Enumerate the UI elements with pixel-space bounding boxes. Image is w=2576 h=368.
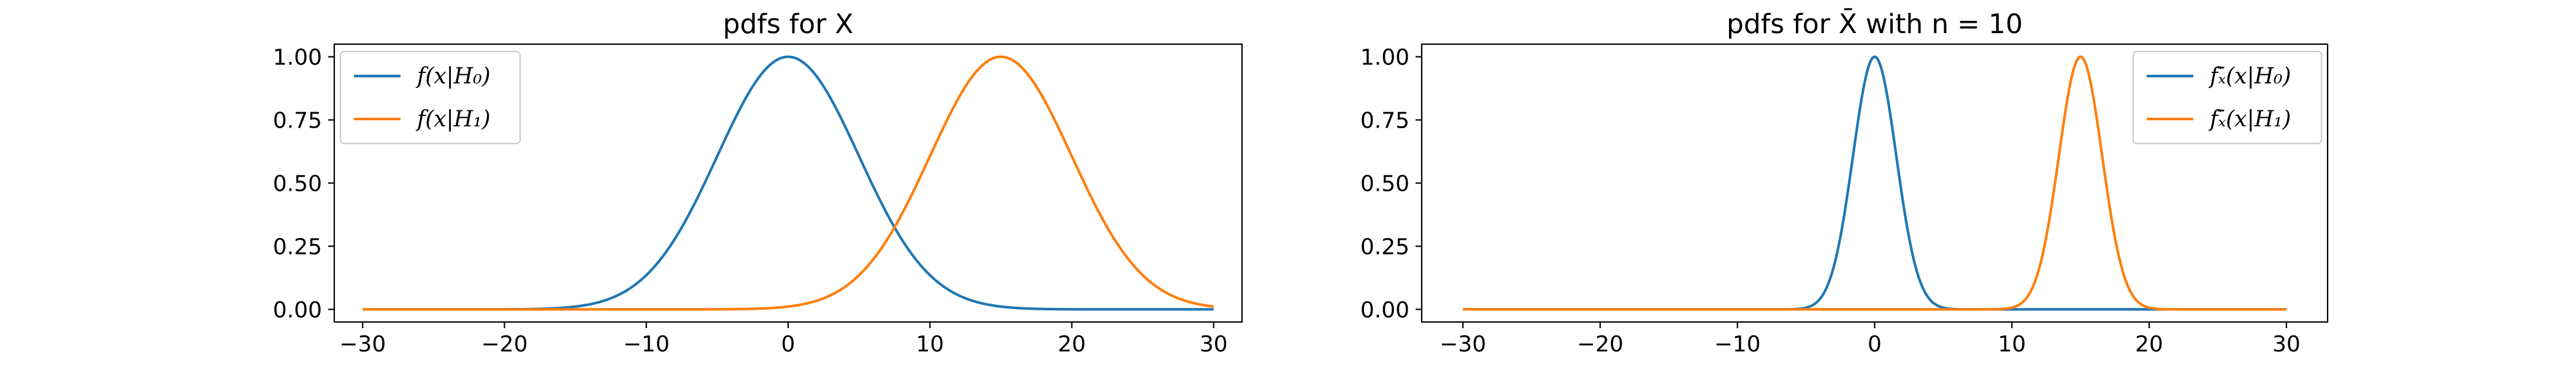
- legend-label: f(x|H₀): [415, 64, 491, 89]
- y-tick-label: 0.25: [273, 234, 322, 259]
- series-line-1: [1462, 55, 2288, 311]
- legend: f(x|H₀) f(x|H₁): [339, 50, 521, 145]
- chart-title: pdfs for X̄ with n = 10: [1727, 7, 2023, 40]
- x-tick-label: −20: [1577, 332, 1623, 357]
- y-tick-label: 0.25: [1360, 234, 1409, 259]
- legend-box: [2132, 50, 2323, 145]
- x-tick-label: 10: [1998, 332, 2026, 357]
- x-tick-label: 20: [1058, 332, 1086, 357]
- x-tick-label: 20: [2135, 332, 2163, 357]
- y-tick-label: 0.00: [1360, 297, 1409, 323]
- x-tick-label: −20: [481, 332, 528, 357]
- y-tick-label: 0.50: [273, 172, 322, 197]
- y-tick-label: 0.75: [273, 109, 322, 134]
- x-tick-label: 0: [781, 332, 795, 357]
- y-tick-label: 0.50: [1360, 172, 1409, 197]
- y-tick-label: 1.00: [1360, 45, 1409, 71]
- y-tick-label: 0.75: [1360, 109, 1409, 134]
- x-tick-label: −10: [623, 332, 670, 357]
- x-tick-label: 30: [2272, 332, 2301, 357]
- x-tick-label: 30: [1200, 332, 1228, 357]
- legend-label: fₓ̄(x|H₀): [2208, 64, 2291, 89]
- chart-title: pdfs for X: [723, 9, 854, 40]
- chart-panel-0: −30 −20 −10 0 10 20 30 0.00 0.25 0.50 0.75 1.00 pdfs…: [273, 9, 1243, 357]
- legend: fₓ̄(x|H₀) fₓ̄(x|H₁): [2132, 50, 2323, 145]
- chart-panel-1: −30 −20 −10 0 10 20 30 0.00 0.25 0.50 0.75 1.00 pdfs…: [1360, 7, 2329, 357]
- x-tick-label: 0: [1868, 332, 1882, 357]
- x-tick-label: −30: [1439, 332, 1486, 357]
- legend-box: [339, 50, 521, 145]
- series-line-1: [362, 55, 1214, 311]
- x-tick-label: 10: [916, 332, 944, 357]
- x-tick-label: −30: [339, 332, 386, 357]
- y-tick-label: 1.00: [273, 45, 322, 71]
- legend-label: f(x|H₁): [415, 107, 491, 132]
- y-tick-label: 0.00: [273, 297, 322, 323]
- x-tick-label: −10: [1714, 332, 1761, 357]
- legend-label: fₓ̄(x|H₁): [2208, 107, 2291, 132]
